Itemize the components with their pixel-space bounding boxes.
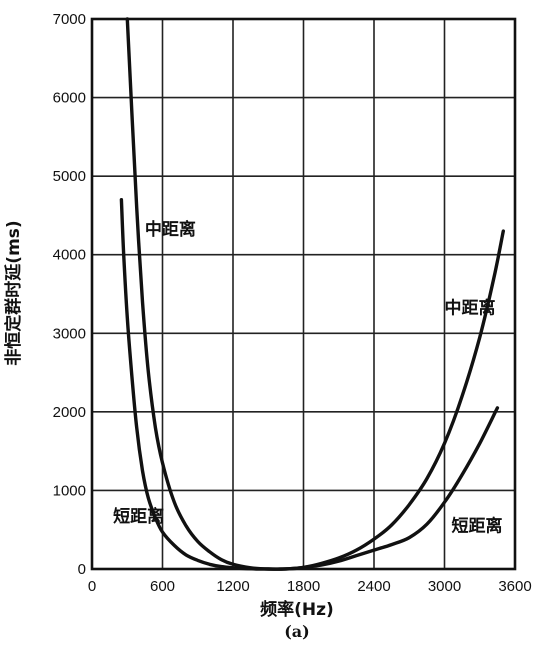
- curves: [119, 17, 505, 571]
- x-tick-label: 3000: [428, 578, 461, 595]
- tick-labels: 0 600 1200 1800 2400 3000 3600 0 1000 2000 3000 400…: [53, 11, 532, 595]
- curve-label: 短距离: [452, 515, 503, 536]
- curve-label: 中距离: [145, 219, 196, 240]
- x-tick-label: 3600: [498, 578, 531, 595]
- figure-caption: (a): [284, 622, 310, 641]
- x-tick-label: 1200: [216, 578, 249, 595]
- y-tick-label: 6000: [53, 90, 86, 107]
- y-tick-label: 1000: [53, 482, 86, 499]
- y-tick-label: 2000: [53, 404, 86, 421]
- series-line-medium-distance: [125, 17, 505, 571]
- plot-frame: [90, 17, 517, 571]
- y-axis-title: 非恒定群时延(ms): [3, 220, 24, 365]
- curve-label: 短距离: [113, 506, 164, 527]
- y-tick-label: 4000: [53, 247, 86, 264]
- x-tick-label: 1800: [287, 578, 320, 595]
- curve-label: 中距离: [445, 298, 496, 319]
- y-tick-label: 3000: [53, 325, 86, 342]
- x-tick-label: 600: [150, 578, 175, 595]
- x-tick-label: 2400: [357, 578, 390, 595]
- x-axis-title: 频率(Hz): [260, 599, 334, 620]
- y-tick-label: 5000: [53, 168, 86, 185]
- x-tick-label: 0: [88, 578, 96, 595]
- y-tick-label: 7000: [53, 11, 86, 28]
- y-tick-label: 0: [78, 561, 86, 578]
- grid-lines: [92, 19, 515, 569]
